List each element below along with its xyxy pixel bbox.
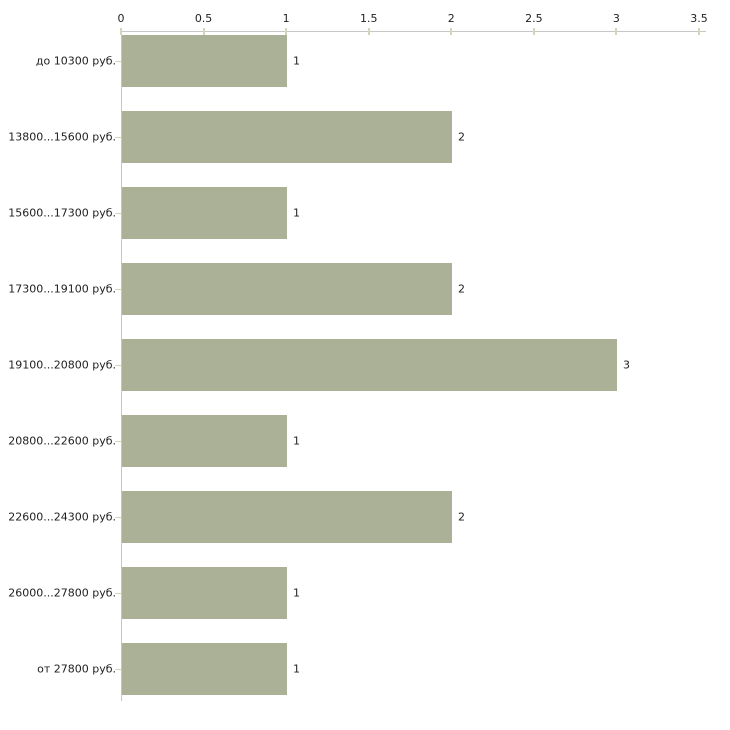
bar bbox=[122, 567, 287, 619]
value-label: 2 bbox=[458, 282, 465, 296]
x-axis-tick-mark bbox=[120, 28, 122, 35]
value-label: 1 bbox=[293, 434, 300, 448]
x-axis-tick-mark bbox=[367, 28, 370, 35]
x-axis-tick-mark bbox=[285, 28, 288, 35]
category-label: 13800...15600 руб. bbox=[8, 130, 116, 144]
x-axis-tick-mark bbox=[202, 28, 205, 35]
category-label: 15600...17300 руб. bbox=[8, 206, 116, 220]
y-axis-tick-mark bbox=[115, 441, 121, 442]
value-label: 1 bbox=[293, 206, 300, 220]
category-label: 20800...22600 руб. bbox=[8, 434, 116, 448]
y-axis-tick-mark bbox=[115, 289, 121, 290]
category-label: 17300...19100 руб. bbox=[8, 282, 116, 296]
x-axis-tick-label: 2 bbox=[447, 12, 455, 25]
x-axis-tick-label: 3.5 bbox=[690, 12, 708, 25]
y-axis-tick-mark bbox=[115, 365, 121, 366]
y-axis-tick-mark bbox=[115, 213, 121, 214]
y-axis-line bbox=[121, 31, 122, 701]
bar bbox=[122, 415, 287, 467]
value-label: 2 bbox=[458, 130, 465, 144]
x-axis-tick-label: 0.5 bbox=[194, 12, 213, 25]
bar bbox=[122, 263, 452, 315]
y-axis-tick-mark bbox=[115, 137, 121, 138]
category-label: 26000...27800 руб. bbox=[8, 586, 116, 600]
y-axis-tick-mark bbox=[115, 669, 121, 670]
category-label: 22600...24300 руб. bbox=[8, 510, 116, 524]
x-axis-line bbox=[121, 31, 706, 32]
bar bbox=[122, 35, 287, 87]
value-label: 3 bbox=[623, 358, 630, 372]
bar bbox=[122, 491, 452, 543]
value-label: 1 bbox=[293, 54, 300, 68]
y-axis-tick-mark bbox=[115, 593, 121, 594]
value-label: 1 bbox=[293, 586, 300, 600]
x-axis-tick-label: 1.5 bbox=[359, 12, 378, 25]
x-axis-tick-label: 2.5 bbox=[525, 12, 543, 25]
x-axis-tick-mark bbox=[697, 28, 700, 35]
bar bbox=[122, 187, 287, 239]
x-axis-tick-mark bbox=[532, 28, 535, 35]
category-label: 19100...20800 руб. bbox=[8, 358, 116, 372]
bar bbox=[122, 111, 452, 163]
x-axis-tick-label: 0 bbox=[117, 12, 125, 25]
category-label: до 10300 руб. bbox=[35, 54, 116, 68]
value-label: 1 bbox=[293, 662, 300, 676]
bar bbox=[122, 643, 287, 695]
y-axis-tick-mark bbox=[115, 61, 121, 62]
value-label: 2 bbox=[458, 510, 465, 524]
x-axis-tick-label: 3 bbox=[612, 12, 620, 25]
x-axis-tick-mark bbox=[615, 28, 618, 35]
y-axis-tick-mark bbox=[115, 517, 121, 518]
x-axis-tick-mark bbox=[450, 28, 453, 35]
bar bbox=[122, 339, 617, 391]
x-axis-tick-label: 1 bbox=[282, 12, 290, 25]
category-label: от 27800 руб. bbox=[37, 662, 116, 676]
